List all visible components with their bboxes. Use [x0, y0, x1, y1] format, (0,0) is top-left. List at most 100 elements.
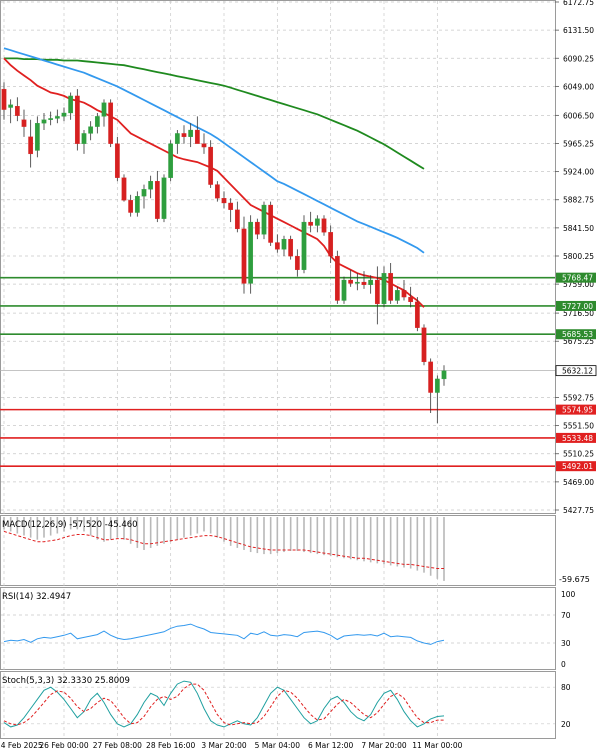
candle-bear [154, 181, 160, 219]
candle-bear [421, 327, 427, 363]
price-tick-label: 6172.75 [563, 0, 594, 7]
candle-bull [68, 95, 74, 114]
horizontal-levels [0, 276, 555, 467]
price-tick-label: 5924.00 [563, 168, 594, 177]
candle-bull [141, 189, 147, 197]
moving-averages [3, 47, 425, 308]
candle-bear [14, 106, 20, 116]
stochastic-indicator: 80 20 [1, 680, 571, 729]
candle-bull [248, 221, 254, 284]
level-label-bg [556, 432, 596, 443]
candle-bull [261, 204, 267, 235]
candle-bear [254, 221, 260, 235]
candle-bear [334, 256, 340, 301]
macd-signal-line [3, 530, 444, 569]
candle-bear [74, 95, 80, 144]
level-label: 5574.95 [562, 406, 593, 415]
candle-bear [228, 202, 234, 210]
price-tick-label: 5882.75 [563, 196, 594, 205]
candle-bear [361, 281, 367, 285]
price-tick-label: 5759.00 [563, 280, 594, 289]
rsi-tick-label: 70 [561, 611, 571, 620]
candle-bear [128, 200, 134, 213]
candle-bear [121, 177, 127, 201]
price-tick-label: 5716.50 [563, 309, 594, 318]
price-tick-label: 5675.25 [563, 337, 594, 346]
time-tick-label: 11 Mar 00:00 [412, 741, 462, 750]
stoch-k-line [3, 680, 445, 728]
candle-bear [288, 238, 294, 257]
price-tick-label: 6006.50 [563, 111, 594, 120]
ma-mid-line [3, 47, 425, 254]
candle-bear [328, 232, 334, 257]
candle-bear [294, 256, 300, 270]
level-label: 5492.01 [562, 462, 593, 471]
ma-slow-line [4, 57, 425, 170]
candle-bear [114, 143, 120, 178]
candle-bull [441, 370, 447, 380]
time-tick-label: 26 Feb 00:00 [39, 741, 88, 750]
grid-lines [1, 1, 555, 738]
price-tick-label: 5427.75 [563, 506, 594, 515]
price-tick-label: 5469.00 [563, 478, 594, 487]
candle-bull [301, 221, 307, 270]
price-tick-label: 6131.50 [563, 26, 594, 35]
macd-label: MACD(12,26,9) -57.520 -45.460 [2, 520, 138, 530]
candle-bear [21, 119, 27, 127]
stoch-panel-frame [0, 671, 556, 739]
candle-bull [148, 181, 154, 190]
rsi-line [3, 623, 445, 645]
candle-bull [48, 118, 54, 120]
time-tick-label: 3 Mar 20:00 [201, 741, 247, 750]
time-tick-label: 5 Mar 04:00 [255, 741, 301, 750]
candle-bear [201, 143, 207, 148]
time-tick-label: 7 Mar 20:00 [361, 741, 407, 750]
rsi-label: RSI(14) 32.4947 [2, 592, 71, 602]
candlesticks [1, 82, 447, 424]
candle-bull [41, 119, 47, 124]
candle-bull [281, 238, 287, 250]
candle-bull [381, 273, 387, 305]
level-label: 5727.00 [562, 302, 593, 311]
ma-fast-line [3, 57, 425, 308]
time-tick-label: 6 Mar 12:00 [308, 741, 354, 750]
candle-bear [348, 279, 354, 284]
level-label-bg [556, 329, 596, 340]
candle-bear [108, 102, 114, 144]
candle-bear [388, 273, 394, 301]
candle-bear [181, 133, 187, 137]
macd-indicator [3, 517, 445, 581]
current-price-label: 5632.12 [562, 367, 593, 376]
candle-bull [174, 133, 180, 144]
candle-bull [88, 126, 94, 134]
macd-panel-frame [0, 515, 556, 586]
candle-bull [168, 143, 174, 178]
stoch-label: Stoch(5,3,3) 32.3330 25.8009 [2, 676, 130, 686]
level-label-bg [556, 272, 596, 283]
time-tick-label: 28 Feb 16:00 [146, 741, 195, 750]
price-axis: 6172.75 6131.50 6090.25 6049.00 6006.50 5965.… [555, 0, 594, 515]
candle-bear [28, 136, 34, 155]
rsi-panel-frame [0, 587, 556, 670]
price-tick-label: 6049.00 [563, 82, 594, 91]
time-tick-label: 24 Feb 2025 [0, 741, 43, 750]
level-label: 5685.53 [562, 330, 593, 339]
rsi-tick-label: 30 [561, 639, 571, 648]
candle-bear [374, 279, 380, 305]
candle-bear [308, 221, 314, 226]
level-label: 5533.48 [562, 434, 593, 443]
price-tick-label: 5965.25 [563, 139, 594, 148]
candle-bull [94, 116, 100, 127]
candle-bear [401, 290, 407, 298]
candle-bear [194, 129, 200, 144]
candle-bull [61, 112, 67, 117]
candle-bear [208, 146, 214, 185]
price-tick-label: 5510.25 [563, 450, 594, 459]
candle-bull [8, 104, 14, 108]
price-tick-label: 5800.25 [563, 252, 594, 261]
candle-bear [1, 88, 7, 110]
candle-bull [434, 378, 440, 393]
level-label-bg [556, 300, 596, 311]
candle-bear [221, 198, 227, 204]
